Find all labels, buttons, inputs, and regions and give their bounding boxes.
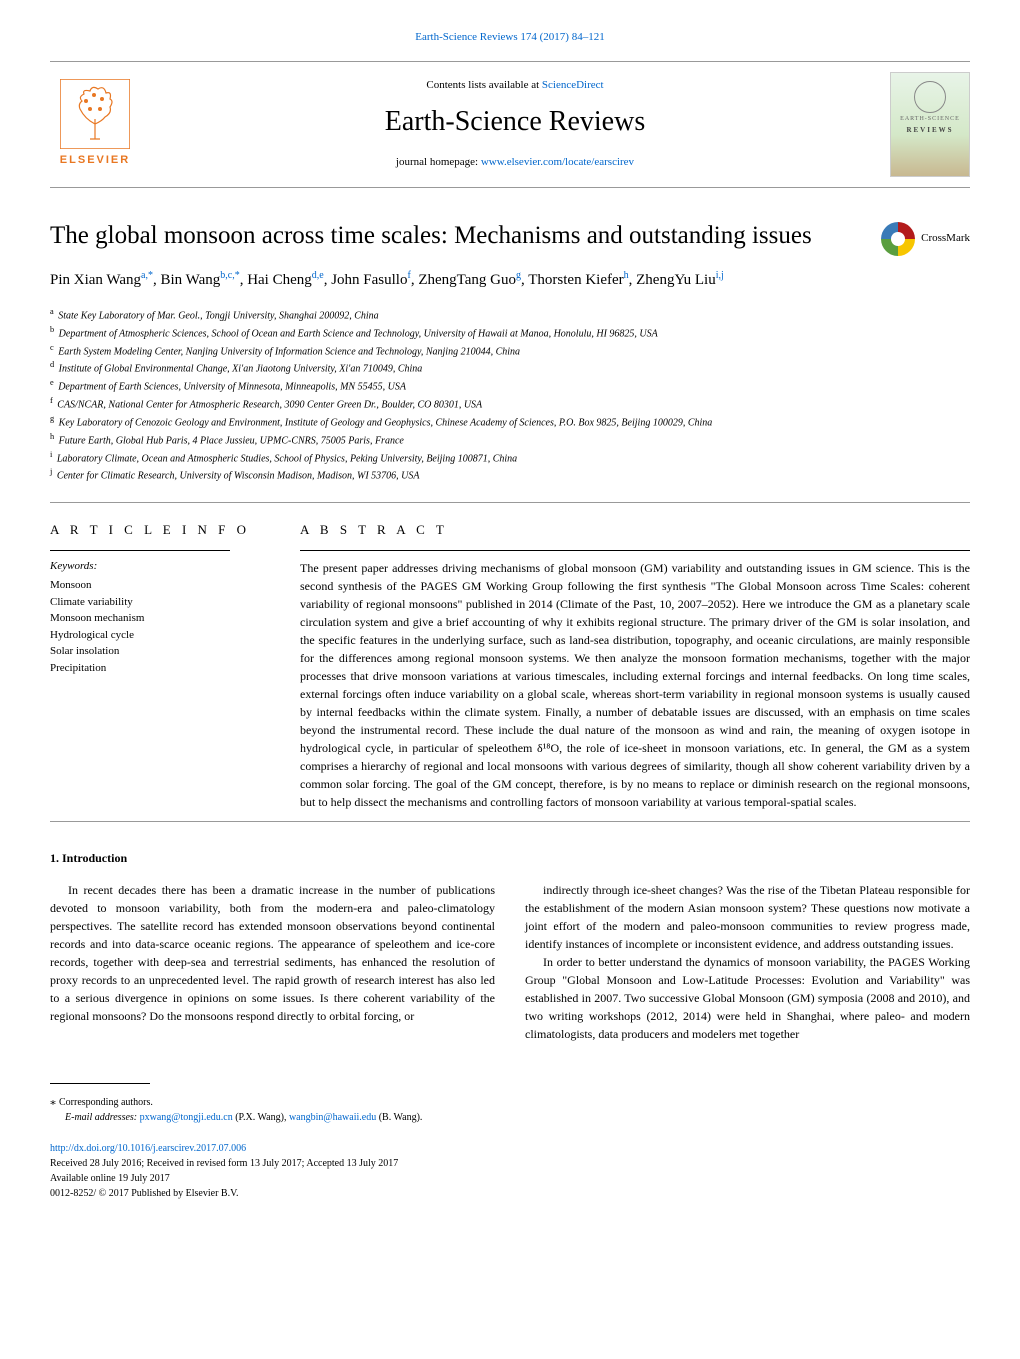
affiliations: a State Key Laboratory of Mar. Geol., To… <box>50 306 970 484</box>
title-row: The global monsoon across time scales: M… <box>50 218 970 256</box>
affiliation-item: g Key Laboratory of Cenozoic Geology and… <box>50 413 970 431</box>
keyword-item: Climate variability <box>50 594 260 611</box>
article-info-column: A R T I C L E I N F O Keywords: MonsoonC… <box>50 521 260 811</box>
keyword-item: Monsoon mechanism <box>50 610 260 627</box>
homepage-line: journal homepage: www.elsevier.com/locat… <box>140 155 890 171</box>
affiliation-item: c Earth System Modeling Center, Nanjing … <box>50 342 970 360</box>
info-divider <box>50 550 230 551</box>
abstract-divider <box>300 550 970 551</box>
sciencedirect-link[interactable]: ScienceDirect <box>542 79 604 91</box>
journal-cover-thumbnail[interactable]: EARTH-SCIENCE REVIEWS <box>890 72 970 177</box>
doi-block: http://dx.doi.org/10.1016/j.earscirev.20… <box>50 1141 970 1201</box>
body-paragraph: indirectly through ice-sheet changes? Wa… <box>525 881 970 953</box>
homepage-link[interactable]: www.elsevier.com/locate/earscirev <box>481 156 634 168</box>
received-line: Received 28 July 2016; Received in revis… <box>50 1158 398 1169</box>
homepage-prefix: journal homepage: <box>396 156 481 168</box>
keyword-item: Solar insolation <box>50 643 260 660</box>
header-center: Contents lists available at ScienceDirec… <box>140 78 890 170</box>
journal-header: ELSEVIER Contents lists available at Sci… <box>50 61 970 188</box>
corr-email-2[interactable]: wangbin@hawaii.edu <box>289 1112 376 1123</box>
crossmark-label: CrossMark <box>921 231 970 247</box>
body-columns: In recent decades there has been a drama… <box>50 881 970 1043</box>
article-meta: A R T I C L E I N F O Keywords: MonsoonC… <box>50 521 970 811</box>
contents-prefix: Contents lists available at <box>426 79 541 91</box>
journal-name: Earth-Science Reviews <box>140 102 890 143</box>
affiliation-item: d Institute of Global Environmental Chan… <box>50 359 970 377</box>
cover-label-2: REVIEWS <box>891 125 969 135</box>
cover-label-1: EARTH-SCIENCE <box>891 115 969 124</box>
doi-link[interactable]: http://dx.doi.org/10.1016/j.earscirev.20… <box>50 1143 246 1154</box>
contents-line: Contents lists available at ScienceDirec… <box>140 78 890 94</box>
section-heading: 1. Introduction <box>50 850 970 867</box>
abstract-column: A B S T R A C T The present paper addres… <box>300 521 970 811</box>
article-title: The global monsoon across time scales: M… <box>50 218 861 254</box>
affiliation-item: i Laboratory Climate, Ocean and Atmosphe… <box>50 449 970 467</box>
elsevier-name: ELSEVIER <box>60 153 130 169</box>
keyword-item: Hydrological cycle <box>50 627 260 644</box>
issn-line: 0012-8252/ © 2017 Published by Elsevier … <box>50 1188 239 1199</box>
divider <box>50 821 970 822</box>
divider <box>50 502 970 503</box>
asterisk-icon: ⁎ <box>50 1094 59 1108</box>
abstract-text: The present paper addresses driving mech… <box>300 559 970 811</box>
affiliation-item: b Department of Atmospheric Sciences, Sc… <box>50 324 970 342</box>
affiliation-item: h Future Earth, Global Hub Paris, 4 Plac… <box>50 431 970 449</box>
available-line: Available online 19 July 2017 <box>50 1173 170 1184</box>
article-info-label: A R T I C L E I N F O <box>50 521 260 540</box>
corr-who-2: (B. Wang). <box>376 1112 422 1123</box>
corr-who-1: (P.X. Wang), <box>233 1112 289 1123</box>
crossmark-icon <box>881 222 915 256</box>
citation-link[interactable]: Earth-Science Reviews 174 (2017) 84–121 <box>415 31 604 43</box>
elsevier-logo[interactable]: ELSEVIER <box>50 74 140 174</box>
authors-line: Pin Xian Wanga,*, Bin Wangb,c,*, Hai Che… <box>50 268 970 292</box>
citation-line: Earth-Science Reviews 174 (2017) 84–121 <box>50 30 970 46</box>
keyword-item: Monsoon <box>50 577 260 594</box>
corresponding-footnote: ⁎ Corresponding authors. E-mail addresse… <box>50 1092 970 1125</box>
affiliation-item: f CAS/NCAR, National Center for Atmosphe… <box>50 395 970 413</box>
keywords-label: Keywords: <box>50 559 260 575</box>
body-section: 1. Introduction In recent decades there … <box>50 850 970 1043</box>
corresponding-label: Corresponding authors. <box>59 1097 153 1108</box>
keywords-list: MonsoonClimate variabilityMonsoon mechan… <box>50 577 260 676</box>
abstract-label: A B S T R A C T <box>300 521 970 540</box>
corr-email-1[interactable]: pxwang@tongji.edu.cn <box>140 1112 233 1123</box>
crossmark-badge[interactable]: CrossMark <box>881 222 970 256</box>
keyword-item: Precipitation <box>50 660 260 677</box>
body-paragraph: In recent decades there has been a drama… <box>50 881 495 1025</box>
footer-separator <box>50 1083 150 1084</box>
elsevier-tree-icon <box>60 79 130 149</box>
affiliation-item: a State Key Laboratory of Mar. Geol., To… <box>50 306 970 324</box>
email-label: E-mail addresses: <box>65 1112 140 1123</box>
body-paragraph: In order to better understand the dynami… <box>525 953 970 1043</box>
affiliation-item: e Department of Earth Sciences, Universi… <box>50 377 970 395</box>
affiliation-item: j Center for Climatic Research, Universi… <box>50 466 970 484</box>
